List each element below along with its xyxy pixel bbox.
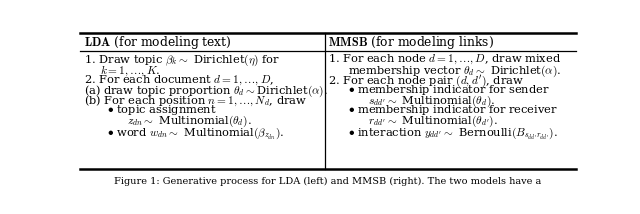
Text: $\bullet$ word $w_{dn} \sim$ Multinomial$(\beta_{z_{dn}})$.: $\bullet$ word $w_{dn} \sim$ Multinomial… [108, 126, 285, 141]
Text: $\bullet$ membership indicator for sender: $\bullet$ membership indicator for sende… [348, 83, 550, 97]
Text: $\bullet$ topic assignment: $\bullet$ topic assignment [108, 103, 217, 117]
Text: $\bullet$ interaction $y_{dd'} \sim$ Bernoulli$(B_{s_{dd'} r_{dd'}})$.: $\bullet$ interaction $y_{dd'} \sim$ Ber… [348, 126, 558, 141]
Text: $s_{dd'} \sim$ Multinomial$(\theta_d)$.: $s_{dd'} \sim$ Multinomial$(\theta_d)$. [367, 94, 495, 109]
Text: 1. For each node $d = 1,\ldots, D$, draw mixed: 1. For each node $d = 1,\ldots, D$, draw… [328, 53, 561, 66]
Text: 1. Draw topic $\beta_k \sim$ Dirichlet$(\eta)$ for: 1. Draw topic $\beta_k \sim$ Dirichlet$(… [84, 53, 280, 68]
Text: 2. For each node pair $(d, d')$, draw: 2. For each node pair $(d, d')$, draw [328, 73, 524, 89]
Text: membership vector $\theta_d \sim$ Dirichlet$(\alpha)$.: membership vector $\theta_d \sim$ Dirich… [348, 64, 561, 79]
Text: $z_{dn} \sim$ Multinomial$(\theta_d)$.: $z_{dn} \sim$ Multinomial$(\theta_d)$. [127, 113, 252, 129]
Text: $\mathbf{LDA}$ (for modeling text): $\mathbf{LDA}$ (for modeling text) [84, 34, 232, 51]
Text: $r_{dd'} \sim$ Multinomial$(\theta_{d'})$.: $r_{dd'} \sim$ Multinomial$(\theta_{d'})… [367, 114, 498, 129]
Text: (a) draw topic proportion $\theta_d{\sim}$Dirichlet$(\alpha)$.: (a) draw topic proportion $\theta_d{\sim… [84, 83, 328, 99]
Text: $k = 1, \ldots, K$.: $k = 1, \ldots, K$. [100, 64, 160, 78]
Text: $\bullet$ membership indicator for receiver: $\bullet$ membership indicator for recei… [348, 103, 557, 117]
Text: (b) For each position $n = 1,\ldots, N_d$, draw: (b) For each position $n = 1,\ldots, N_d… [84, 93, 307, 108]
Text: $\mathbf{MMSB}$ (for modeling links): $\mathbf{MMSB}$ (for modeling links) [328, 34, 494, 51]
Text: Figure 1: Generative process for LDA (left) and MMSB (right). The two models hav: Figure 1: Generative process for LDA (le… [115, 177, 541, 186]
Text: 2. For each document $d = 1, \ldots, D$,: 2. For each document $d = 1, \ldots, D$, [84, 73, 274, 87]
